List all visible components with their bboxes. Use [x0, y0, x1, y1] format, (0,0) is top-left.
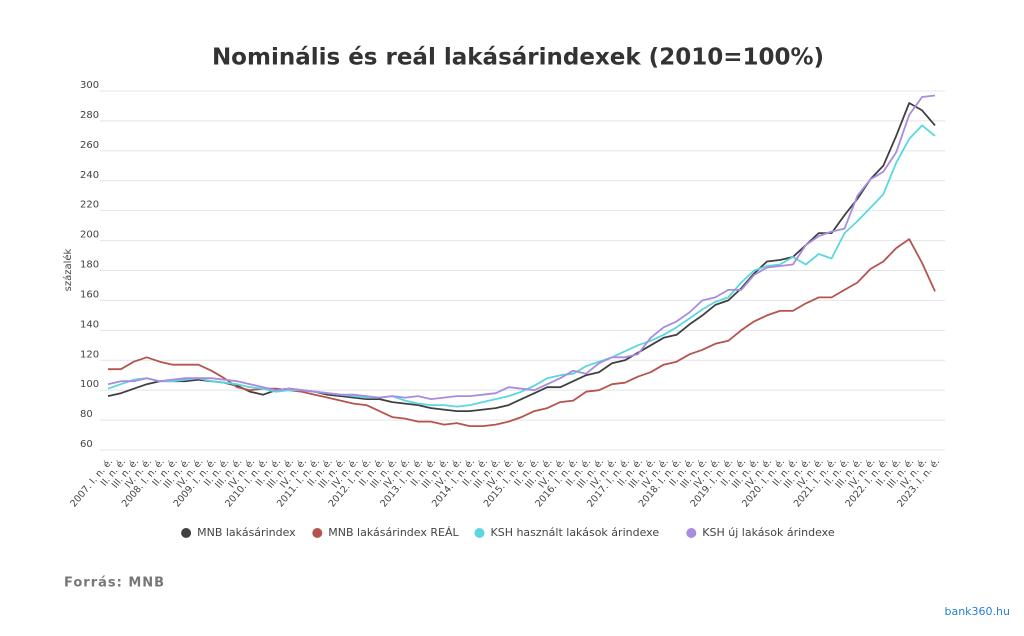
chart-title: Nominális és reál lakásárindexek (2010=1… [212, 45, 824, 71]
y-tick-label: 280 [80, 110, 99, 121]
y-tick-label: 100 [80, 379, 99, 390]
y-tick-label: 180 [80, 260, 99, 271]
y-tick-label: 200 [80, 230, 99, 241]
legend-marker [474, 528, 485, 538]
y-tick-label: 220 [80, 200, 99, 211]
y-tick-label: 120 [80, 349, 99, 360]
legend-label: MNB lakásárindex [197, 526, 296, 539]
source: Forrás: MNB [64, 576, 165, 591]
series-line [108, 238, 936, 428]
watermark: bank360.hu [944, 605, 1010, 618]
y-tick-label: 300 [80, 80, 99, 91]
legend-label: MNB lakásárindex REÁL [328, 526, 459, 539]
y-tick-label: 160 [80, 289, 99, 300]
y-axis-label: százalék [62, 248, 74, 291]
y-tick-label: 260 [80, 140, 99, 151]
series-line [107, 94, 936, 401]
y-tick-label: 140 [80, 319, 99, 330]
legend-marker [686, 528, 697, 538]
legend-marker [312, 528, 323, 538]
y-tick-label: 60 [80, 439, 93, 450]
legend-marker [181, 528, 192, 538]
y-tick-label: 80 [80, 409, 93, 420]
legend-label: KSH új lakások árindexe [702, 526, 835, 539]
y-tick-label: 240 [80, 170, 99, 181]
legend-label: KSH használt lakások árindexe [491, 526, 660, 539]
